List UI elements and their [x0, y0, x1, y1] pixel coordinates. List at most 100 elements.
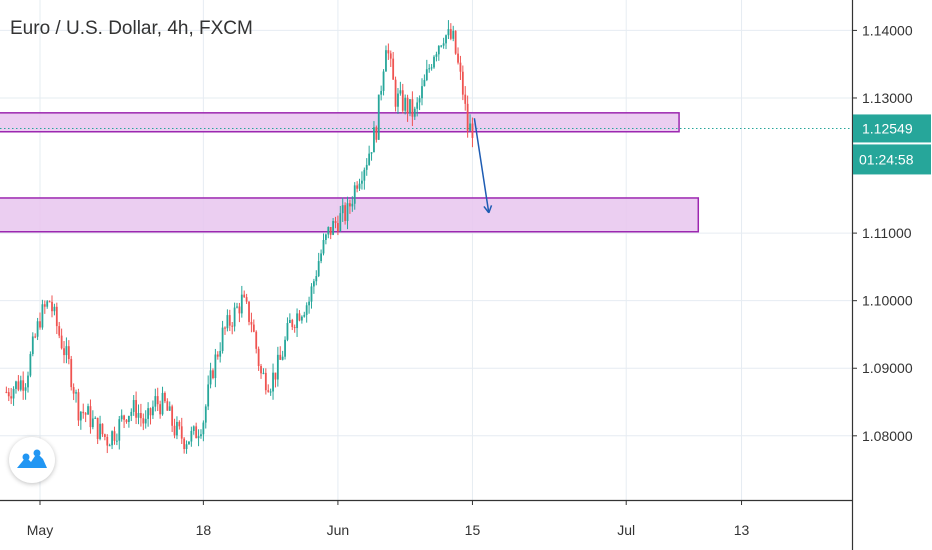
- candle-body-157: [382, 71, 385, 91]
- candle-body-159: [387, 50, 390, 54]
- candle-body-193: [469, 123, 471, 131]
- arrow-head-0: [488, 205, 493, 214]
- arrow-shaft: [473, 118, 490, 213]
- candle-body-52: [130, 411, 133, 416]
- x-tick-label-1: 18: [196, 522, 212, 538]
- candle-body-41: [103, 434, 106, 437]
- candle-body-94: [231, 325, 234, 327]
- price-axis[interactable]: 1.14000 1.13000 1.11000 1.10000 1.09000 1.080…: [852, 22, 913, 444]
- candle-body-114: [279, 354, 282, 360]
- candle-body-130: [317, 261, 320, 277]
- candle-body-145: [353, 185, 356, 204]
- candle-body-81: [200, 434, 202, 437]
- x-tick-label-5: 13: [734, 522, 750, 538]
- candle-body-147: [358, 183, 361, 189]
- candle-body-47: [118, 419, 121, 441]
- candle-body-78: [192, 426, 195, 431]
- candle-body-29: [75, 392, 77, 394]
- candle-body-26: [67, 346, 70, 360]
- candle-body-14: [39, 321, 41, 328]
- candle-body-71: [176, 421, 178, 436]
- candle-body-184: [447, 29, 450, 36]
- candle-body-17: [46, 301, 49, 307]
- candle-body-38: [96, 417, 99, 439]
- candle-body-149: [363, 169, 366, 181]
- candle-body-96: [236, 306, 238, 308]
- candle-body-4: [15, 381, 17, 389]
- candle-body-121: [296, 313, 298, 329]
- candle-body-174: [423, 80, 426, 87]
- candle-body-109: [267, 390, 270, 392]
- resistance-zone: [0, 112, 680, 133]
- arrow-head-1: [483, 206, 490, 214]
- candle-body-67: [166, 401, 169, 411]
- candle-body-106: [260, 366, 262, 374]
- candle-body-171: [416, 102, 419, 109]
- candle-body-33: [84, 413, 87, 415]
- candle-body-75: [185, 444, 188, 450]
- candle-body-45: [113, 431, 116, 441]
- candle-body-83: [204, 406, 207, 423]
- candle-body-25: [65, 346, 68, 356]
- last-price-label: 1.12549: [862, 120, 913, 136]
- candle-body-148: [361, 180, 363, 184]
- candle-body-135: [329, 227, 332, 235]
- time-axis[interactable]: May 18 Jun 15 Jul 13: [27, 500, 750, 538]
- candle-body-11: [31, 336, 34, 355]
- x-tick-label-4: Jul: [617, 522, 635, 538]
- candle-body-105: [257, 348, 260, 367]
- chart-title: Euro / U.S. Dollar, 4h, FXCM: [10, 18, 253, 39]
- candle-body-49: [123, 415, 125, 420]
- candle-body-18: [48, 301, 51, 303]
- candle-body-57: [142, 418, 145, 424]
- candle-body-36: [91, 418, 94, 428]
- tradingview-logo[interactable]: [9, 437, 55, 483]
- candle-body-131: [320, 253, 322, 262]
- candle-body-51: [127, 415, 130, 423]
- candle-body-124: [303, 314, 306, 317]
- candle-body-65: [161, 392, 164, 415]
- candle-body-142: [346, 203, 349, 221]
- candle-body-85: [209, 370, 212, 385]
- candle-body-13: [36, 321, 39, 337]
- candle-body-168: [409, 99, 411, 114]
- candle-body-153: [373, 127, 375, 153]
- candle-body-144: [351, 203, 354, 207]
- candle-body-93: [228, 315, 231, 326]
- candle-body-32: [82, 411, 85, 414]
- candle-body-103: [252, 324, 255, 332]
- candle-body-7: [22, 380, 25, 391]
- candle-body-108: [264, 372, 267, 391]
- candle-body-102: [250, 321, 253, 325]
- candle-body-140: [341, 205, 344, 214]
- candle-body-56: [140, 413, 142, 419]
- candle-body-187: [454, 30, 457, 54]
- candle-body-86: [212, 370, 214, 379]
- price-tags: 1.12549 01:24:58: [853, 114, 931, 175]
- candle-body-34: [87, 406, 89, 415]
- candle-body-111: [272, 372, 274, 392]
- candle-body-155: [377, 94, 380, 140]
- candle-body-116: [284, 339, 286, 357]
- support-zone: [0, 197, 700, 233]
- candle-body-63: [156, 396, 159, 405]
- candle-body-1: [7, 392, 10, 397]
- grid: [0, 0, 852, 500]
- candle-body-60: [149, 408, 152, 416]
- candle-body-90: [221, 327, 224, 351]
- forecast-arrow[interactable]: [473, 118, 493, 214]
- candle-body-68: [168, 406, 171, 411]
- candle-body-69: [171, 406, 174, 426]
- candle-body-58: [144, 418, 147, 424]
- candle-body-115: [281, 356, 284, 360]
- candle-body-12: [34, 336, 37, 338]
- candle-body-28: [72, 387, 75, 394]
- candle-body-74: [183, 438, 186, 450]
- candle-body-182: [442, 43, 445, 46]
- candle-body-138: [337, 223, 339, 232]
- candle-body-137: [334, 221, 337, 224]
- candle-body-129: [315, 276, 318, 282]
- candle-body-0: [5, 391, 8, 393]
- candle-body-21: [55, 306, 58, 327]
